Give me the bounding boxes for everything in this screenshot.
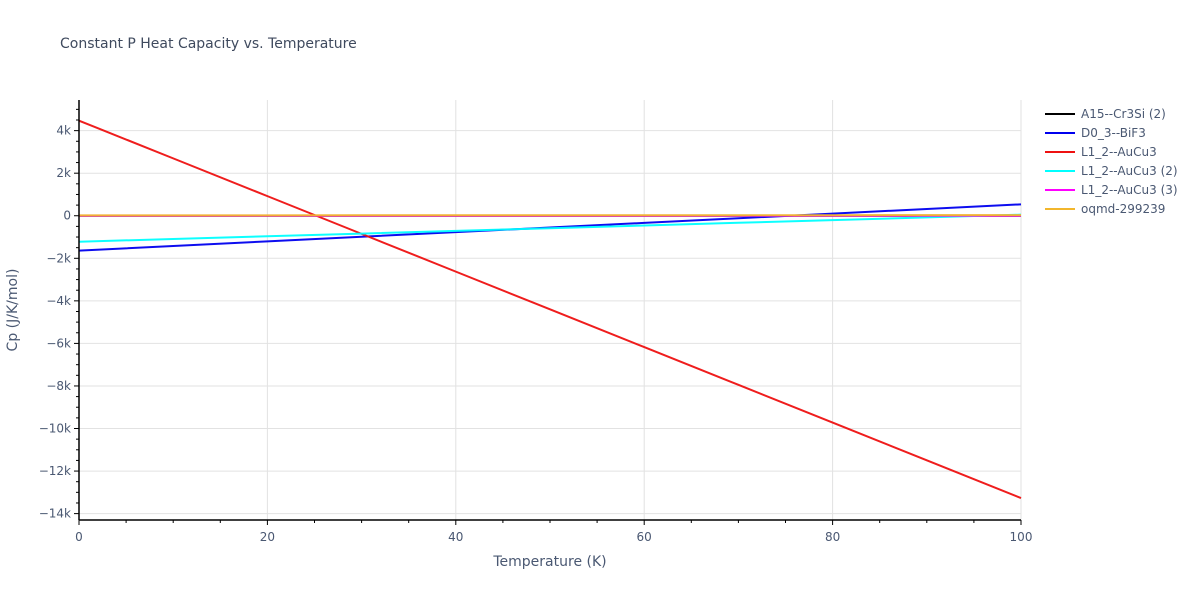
legend-label: L1_2--AuCu3	[1081, 144, 1157, 159]
legend-label: L1_2--AuCu3 (3)	[1081, 182, 1178, 197]
legend-item[interactable]: L1_2--AuCu3	[1040, 142, 1178, 161]
y-tick-label: −4k	[46, 294, 71, 308]
x-tick-label: 80	[825, 530, 840, 544]
series-line[interactable]	[78, 119, 1022, 500]
y-tick-label: 4k	[56, 124, 71, 138]
legend-item[interactable]: A15--Cr3Si (2)	[1040, 104, 1178, 123]
legend-label: oqmd-299239	[1081, 201, 1166, 216]
x-tick-label: 20	[260, 530, 275, 544]
legend-line-icon	[1045, 112, 1075, 115]
chart-title: Constant P Heat Capacity vs. Temperature	[60, 36, 357, 52]
x-tick-label: 40	[448, 530, 463, 544]
x-tick-label: 60	[637, 530, 652, 544]
legend-line-icon	[1045, 150, 1075, 153]
legend-line-icon	[1045, 131, 1075, 134]
y-tick-label: 2k	[56, 166, 71, 180]
legend-item[interactable]: oqmd-299239	[1040, 199, 1178, 218]
y-tick-label: 0	[63, 209, 71, 223]
series-line[interactable]	[78, 213, 1022, 243]
y-axis-title: Cp (J/K/mol)	[5, 268, 21, 352]
y-tick-label: −14k	[39, 507, 71, 521]
legend-item[interactable]: D0_3--BiF3	[1040, 123, 1178, 142]
legend-label: L1_2--AuCu3 (2)	[1081, 163, 1178, 178]
x-tick-label: 0	[75, 530, 83, 544]
y-tick-label: −6k	[46, 336, 71, 350]
x-tick-label: 100	[1010, 530, 1033, 544]
legend-item[interactable]: L1_2--AuCu3 (2)	[1040, 161, 1178, 180]
x-axis-title: Temperature (K)	[493, 554, 607, 570]
legend-label: D0_3--BiF3	[1081, 125, 1146, 140]
legend-item[interactable]: L1_2--AuCu3 (3)	[1040, 180, 1178, 199]
legend-label: A15--Cr3Si (2)	[1081, 106, 1166, 121]
y-tick-label: −2k	[46, 251, 71, 265]
legend-line-icon	[1045, 169, 1075, 172]
legend-line-icon	[1045, 207, 1075, 210]
y-tick-label: −10k	[39, 422, 71, 436]
legend-line-icon	[1045, 188, 1075, 191]
legend: A15--Cr3Si (2) D0_3--BiF3 L1_2--AuCu3 L1_2-…	[1040, 104, 1178, 218]
y-tick-label: −8k	[46, 379, 71, 393]
y-tick-label: −12k	[39, 464, 71, 478]
